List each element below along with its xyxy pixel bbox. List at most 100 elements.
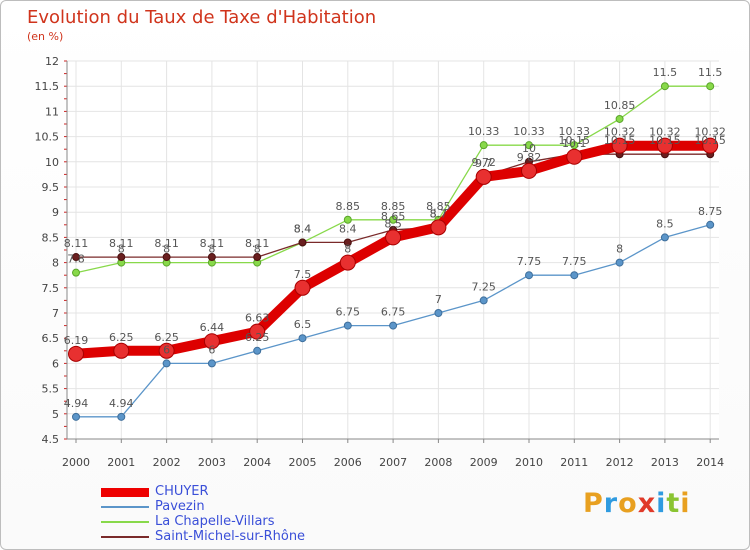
data-label: 10.15 bbox=[559, 134, 591, 147]
data-point bbox=[521, 162, 537, 179]
x-tick-label: 2011 bbox=[560, 456, 588, 469]
y-tick-label: 12 bbox=[45, 55, 59, 68]
legend-label: CHUYER bbox=[155, 484, 209, 499]
data-label: 7.8 bbox=[67, 253, 85, 266]
brand-logo-letter: i bbox=[680, 488, 691, 519]
x-tick-label: 2008 bbox=[424, 456, 452, 469]
data-label: 9.7 bbox=[475, 157, 493, 170]
data-point bbox=[525, 141, 533, 150]
data-point bbox=[298, 334, 307, 343]
data-label: 8.4 bbox=[294, 222, 312, 235]
y-minor-tick bbox=[64, 173, 67, 175]
y-minor-tick bbox=[64, 136, 67, 138]
data-label: 10.85 bbox=[604, 99, 636, 112]
y-minor-tick bbox=[64, 123, 67, 125]
y-tick-label: 6.5 bbox=[42, 332, 60, 345]
data-point bbox=[249, 323, 266, 340]
data-label: 10.32 bbox=[649, 126, 681, 139]
data-label: 8.11 bbox=[200, 237, 225, 250]
y-tick-label: 9 bbox=[52, 206, 59, 219]
y-minor-tick bbox=[64, 148, 67, 150]
data-point bbox=[113, 342, 130, 359]
y-minor-tick bbox=[64, 350, 67, 352]
data-label: 6.5 bbox=[294, 318, 312, 331]
x-tick-label: 2014 bbox=[696, 456, 724, 469]
x-tick-label: 2013 bbox=[651, 456, 679, 469]
y-minor-tick bbox=[64, 438, 67, 440]
data-label: 10.15 bbox=[649, 134, 681, 147]
y-minor-tick bbox=[64, 199, 67, 201]
y-minor-tick bbox=[64, 400, 67, 402]
data-point bbox=[72, 268, 80, 277]
x-tick-label: 2009 bbox=[470, 456, 498, 469]
data-point bbox=[434, 309, 443, 317]
y-tick-label: 10.5 bbox=[35, 131, 60, 144]
data-label: 8.7 bbox=[430, 207, 448, 220]
data-label: 8.5 bbox=[656, 217, 674, 230]
data-point bbox=[660, 82, 669, 91]
brand-logo-letter: x bbox=[637, 488, 657, 519]
data-label: 6.63 bbox=[245, 312, 270, 325]
y-minor-tick bbox=[64, 236, 67, 238]
data-label: 9.82 bbox=[517, 151, 542, 164]
data-label: 7.5 bbox=[294, 268, 312, 281]
data-point bbox=[203, 333, 220, 350]
legend-label: Saint-Michel-sur-Rhône bbox=[155, 529, 306, 544]
data-label: 8.75 bbox=[698, 205, 723, 218]
data-label: 11.5 bbox=[653, 66, 678, 79]
data-point bbox=[158, 342, 175, 359]
y-minor-tick bbox=[64, 186, 67, 188]
data-label: 10.33 bbox=[513, 125, 545, 138]
data-label: 8.7 bbox=[430, 207, 448, 220]
data-label: 10.32 bbox=[694, 126, 726, 139]
data-label: 8 bbox=[208, 243, 215, 256]
y-tick-label: 6 bbox=[52, 357, 59, 370]
data-label: 7.25 bbox=[471, 280, 496, 293]
data-point bbox=[253, 346, 262, 355]
data-point bbox=[343, 215, 352, 224]
data-label: 10.33 bbox=[468, 125, 500, 138]
data-label: 6.44 bbox=[200, 321, 225, 334]
y-tick-label: 11 bbox=[45, 105, 59, 118]
y-tick-label: 10 bbox=[45, 156, 59, 169]
data-label: 6.75 bbox=[336, 306, 361, 319]
data-point bbox=[570, 271, 579, 280]
data-label: 8 bbox=[163, 243, 170, 256]
data-point bbox=[430, 219, 447, 236]
y-tick-label: 5 bbox=[52, 408, 59, 421]
data-label: 8 bbox=[118, 243, 125, 256]
legend-swatch bbox=[101, 536, 149, 538]
y-tick-label: 7 bbox=[52, 307, 59, 320]
y-minor-tick bbox=[64, 224, 67, 226]
data-point bbox=[615, 258, 624, 267]
brand-logo-letter: t bbox=[666, 488, 681, 519]
data-label: 9.72 bbox=[471, 156, 496, 169]
data-label: 7 bbox=[435, 293, 442, 306]
data-point bbox=[162, 359, 171, 368]
x-tick-label: 2005 bbox=[289, 456, 317, 469]
data-point bbox=[68, 345, 84, 362]
data-label: 4.94 bbox=[64, 397, 89, 410]
data-label: 8 bbox=[616, 243, 623, 256]
y-tick-label: 8.5 bbox=[42, 231, 60, 244]
data-label: 8 bbox=[344, 243, 351, 256]
x-tick-label: 2007 bbox=[379, 456, 407, 469]
data-point bbox=[479, 296, 488, 305]
y-minor-tick bbox=[64, 161, 67, 163]
data-point bbox=[207, 253, 216, 262]
data-point bbox=[570, 141, 579, 150]
data-label: 10.33 bbox=[559, 125, 591, 138]
data-point bbox=[72, 253, 80, 262]
data-point bbox=[253, 253, 262, 262]
brand-logo-letter: P bbox=[583, 488, 604, 519]
data-point bbox=[702, 137, 719, 154]
x-tick-label: 2010 bbox=[515, 456, 543, 469]
brand-logo: Proxiti bbox=[583, 488, 691, 519]
y-tick-label: 11.5 bbox=[35, 80, 60, 93]
data-point bbox=[162, 253, 171, 262]
data-point bbox=[72, 412, 80, 421]
data-label: 6 bbox=[163, 343, 170, 356]
y-minor-tick bbox=[64, 413, 67, 415]
